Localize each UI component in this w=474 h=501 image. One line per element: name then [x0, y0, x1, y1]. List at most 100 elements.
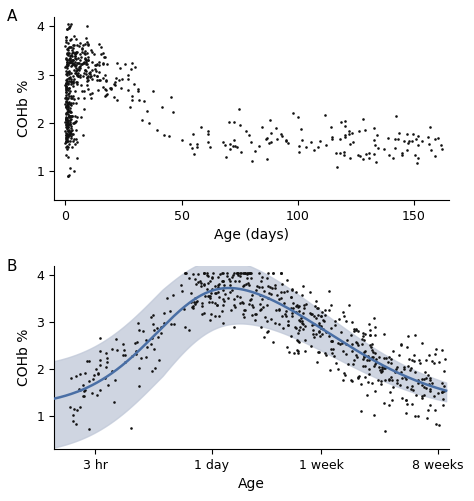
Point: [385, 353, 393, 361]
Point: [370, 124, 377, 132]
Point: [81, 40, 89, 48]
Point: [432, 345, 440, 353]
Point: [75, 63, 82, 71]
Point: [73, 113, 81, 121]
Point: [178, 136, 186, 144]
Point: [371, 331, 379, 339]
Point: [411, 412, 419, 420]
Point: [63, 58, 71, 66]
Point: [219, 277, 227, 285]
Point: [63, 137, 71, 145]
Point: [383, 354, 390, 362]
Point: [358, 340, 366, 348]
Point: [64, 137, 72, 145]
Point: [63, 137, 70, 145]
Point: [334, 339, 341, 347]
Point: [101, 374, 109, 382]
Point: [320, 317, 328, 325]
Point: [73, 55, 80, 63]
Point: [177, 281, 185, 289]
Point: [248, 311, 255, 319]
Point: [84, 42, 92, 50]
Point: [80, 94, 88, 102]
Point: [118, 84, 125, 92]
Point: [63, 60, 71, 68]
Point: [346, 140, 354, 148]
Point: [68, 134, 75, 142]
Point: [94, 86, 101, 94]
Point: [376, 366, 384, 374]
Point: [261, 313, 269, 321]
Point: [240, 299, 247, 307]
Point: [312, 314, 320, 322]
Point: [246, 269, 254, 277]
Point: [230, 269, 238, 277]
Point: [66, 22, 74, 30]
Point: [113, 346, 121, 354]
Point: [396, 381, 404, 389]
Point: [206, 292, 213, 300]
Point: [82, 58, 90, 66]
Point: [101, 53, 109, 61]
Point: [75, 42, 82, 50]
Point: [307, 309, 314, 317]
Point: [65, 67, 73, 75]
Point: [73, 138, 81, 146]
Point: [221, 290, 229, 298]
Point: [62, 110, 70, 118]
Point: [65, 112, 73, 120]
Point: [62, 138, 69, 146]
Point: [136, 326, 143, 334]
Point: [224, 272, 231, 280]
Point: [295, 338, 303, 346]
Point: [77, 60, 85, 68]
Point: [63, 84, 71, 92]
Point: [62, 63, 69, 71]
Point: [73, 99, 80, 107]
Point: [200, 281, 207, 289]
Point: [229, 142, 237, 150]
Point: [337, 118, 345, 126]
Point: [240, 269, 248, 277]
Point: [63, 145, 71, 153]
Point: [414, 379, 421, 387]
Point: [389, 347, 397, 355]
Point: [408, 137, 416, 145]
Point: [149, 87, 156, 95]
Point: [62, 114, 70, 122]
Point: [96, 334, 103, 342]
Point: [64, 117, 72, 125]
Point: [67, 101, 75, 109]
Point: [72, 49, 79, 57]
Point: [65, 70, 73, 78]
Point: [215, 280, 222, 288]
Point: [78, 60, 86, 68]
Point: [292, 309, 300, 317]
Point: [67, 75, 75, 83]
Point: [80, 59, 88, 67]
Point: [70, 95, 78, 103]
Point: [204, 130, 212, 138]
Point: [233, 143, 241, 151]
Point: [66, 98, 73, 106]
Point: [381, 355, 388, 363]
Point: [251, 310, 259, 318]
Point: [266, 283, 274, 291]
Point: [398, 368, 405, 376]
Point: [78, 44, 85, 52]
Point: [219, 319, 227, 327]
Point: [372, 358, 380, 366]
Point: [395, 135, 402, 143]
Point: [102, 91, 110, 99]
Point: [99, 59, 107, 67]
Point: [89, 375, 97, 383]
Point: [62, 120, 70, 128]
Point: [70, 41, 78, 49]
Point: [226, 277, 234, 285]
Point: [438, 145, 446, 153]
Point: [212, 289, 220, 297]
Point: [279, 132, 286, 140]
Point: [336, 340, 344, 348]
Point: [69, 60, 77, 68]
Point: [237, 272, 244, 280]
